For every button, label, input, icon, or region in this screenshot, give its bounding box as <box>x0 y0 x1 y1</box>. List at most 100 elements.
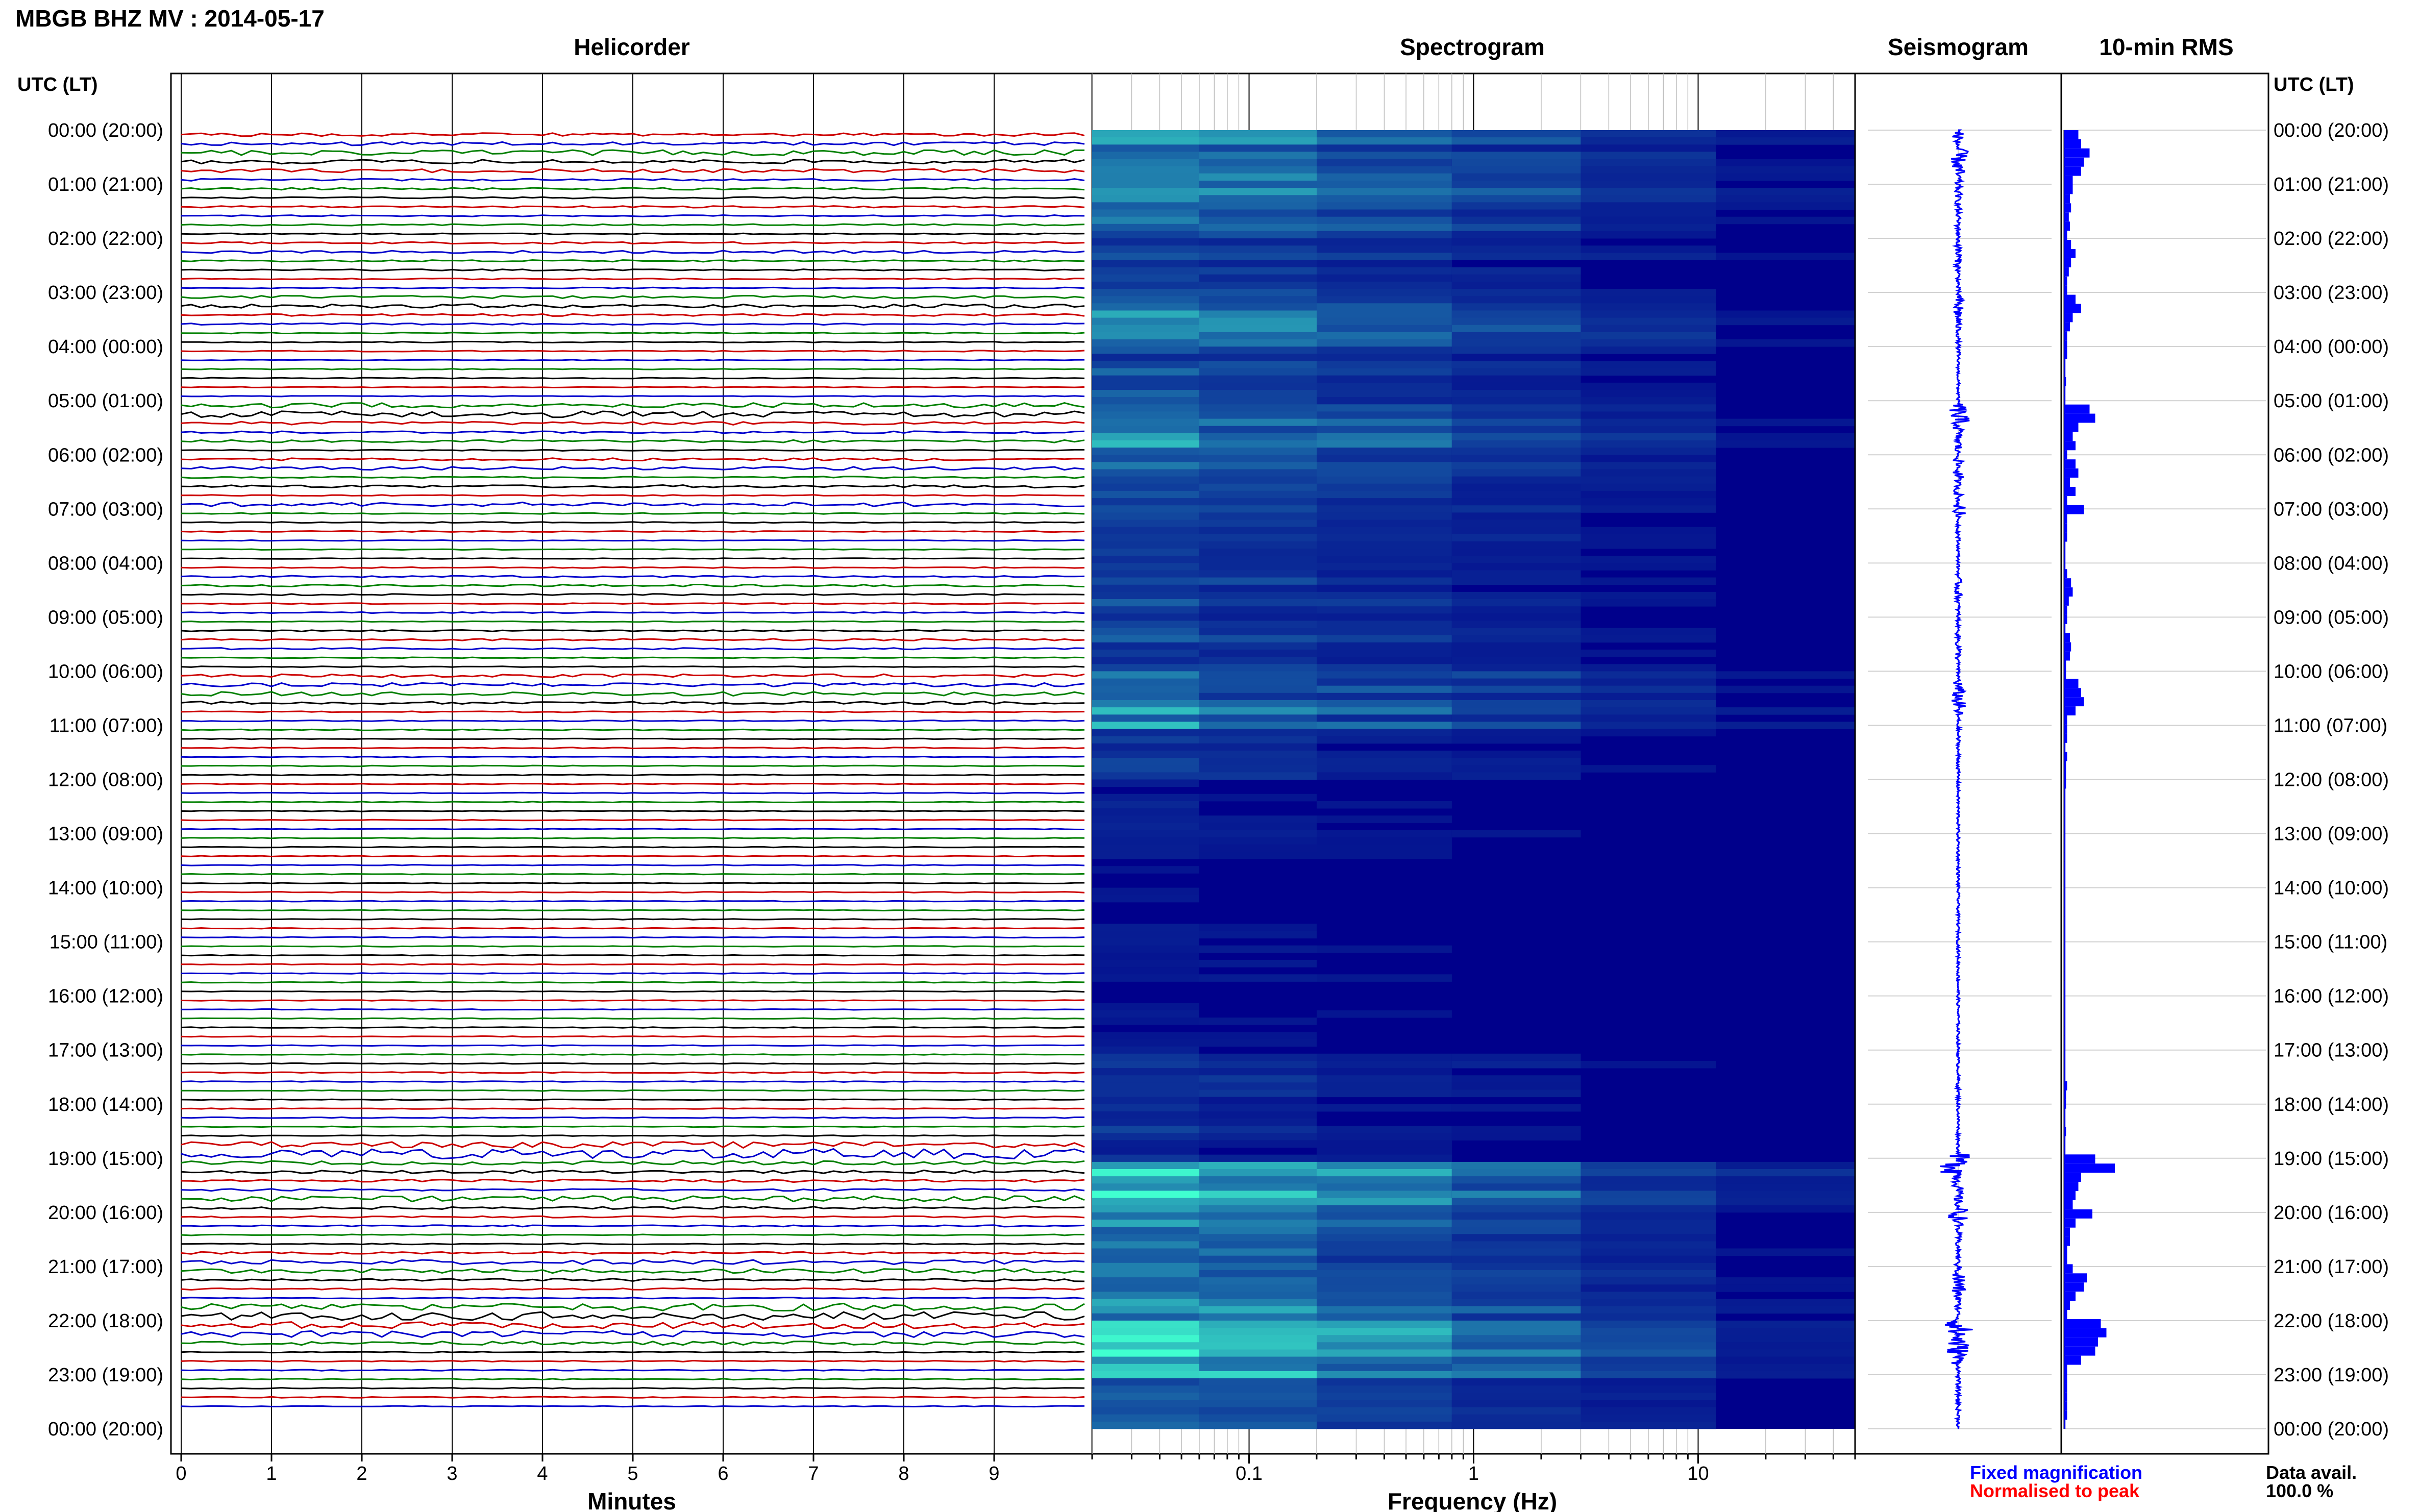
spectrogram-cell <box>1317 1306 1452 1314</box>
spectrogram-cell <box>1451 750 1581 758</box>
spectrogram-cell <box>1199 1068 1317 1076</box>
spectrogram-cell <box>1092 144 1199 152</box>
spectrogram-cell <box>1092 722 1199 729</box>
spectrogram-cell <box>1716 1356 1855 1365</box>
spectrogram-cell <box>1317 375 1452 383</box>
helicorder-trace <box>181 350 1085 353</box>
helicorder-traces <box>181 132 1085 1408</box>
rms-bar <box>2064 788 2066 798</box>
minute-tick-label: 4 <box>537 1463 548 1484</box>
spectrogram-cell <box>1092 541 1199 549</box>
spectrogram-cell <box>1317 621 1452 628</box>
y-tick-label-right: 00:00 (20:00) <box>2274 120 2389 141</box>
spectrogram-cell <box>1451 1126 1581 1133</box>
spectrogram-cell <box>1199 1191 1317 1198</box>
spectrogram-cell <box>1199 1385 1317 1393</box>
spectrogram-cell <box>1317 202 1452 210</box>
spectrogram-cell <box>1451 130 1581 138</box>
spectrogram-cell <box>1581 1400 1716 1407</box>
spectrogram-panel <box>1091 72 1856 1455</box>
y-tick-label-right: 23:00 (19:00) <box>2274 1365 2389 1386</box>
spectrogram-cell <box>1317 1082 1452 1090</box>
spectrogram-cell <box>1451 310 1581 318</box>
rms-bar <box>2064 148 2090 158</box>
spectrogram-cell <box>1451 1335 1581 1343</box>
spectrogram-cell <box>1199 534 1317 542</box>
spectrogram-cell <box>1199 599 1317 607</box>
spectrogram-cell <box>1199 317 1317 326</box>
spectrogram-cell <box>1317 722 1452 729</box>
rms-bar <box>2064 1374 2067 1383</box>
rms-bar <box>2064 495 2067 505</box>
spectrogram-cell <box>1451 700 1581 708</box>
y-tick-label-left: 12:00 (08:00) <box>48 770 163 791</box>
spectrogram-cell <box>1092 895 1199 903</box>
spectrogram-cell <box>1199 440 1317 448</box>
spectrogram-cell <box>1199 195 1317 203</box>
rms-bar <box>2064 240 2071 249</box>
spectrogram-cell <box>1581 1241 1716 1249</box>
spectrogram-cell <box>1092 700 1199 708</box>
spectrogram-cell <box>1199 606 1317 614</box>
rms-bar <box>2064 1081 2067 1090</box>
spectrogram-cell <box>1581 1227 1716 1234</box>
rms-bar <box>2064 597 2069 606</box>
spectrogram-cell <box>1199 1169 1317 1177</box>
spectrogram-cell <box>1716 166 1855 174</box>
spectrogram-cell <box>1092 1270 1199 1278</box>
spectrogram-cell <box>1317 1320 1452 1328</box>
y-tick-label-right: 11:00 (07:00) <box>2274 715 2387 736</box>
spectrogram-cell <box>1199 238 1317 246</box>
spectrogram-cell <box>1451 642 1581 650</box>
spectrogram-cell <box>1317 1364 1452 1372</box>
y-tick-label-right: 13:00 (09:00) <box>2274 824 2389 845</box>
helicorder-trace <box>181 1053 1084 1056</box>
spectrogram-cell <box>1092 1068 1199 1076</box>
rms-bar <box>2064 1310 2067 1319</box>
spectrogram-cell <box>1092 1421 1199 1429</box>
spectrogram-cell <box>1092 483 1199 491</box>
spectrogram-cell <box>1199 794 1317 802</box>
spectrogram-cell <box>1451 1161 1581 1170</box>
y-tick-label-left: 02:00 (22:00) <box>48 228 163 250</box>
helicorder-trace <box>181 755 1085 758</box>
spectrogram-cell <box>1092 325 1199 333</box>
spectrogram-cell <box>1199 281 1317 289</box>
rms-bar <box>2064 166 2081 176</box>
spectrogram-cell <box>1199 1299 1317 1307</box>
spectrogram-cell <box>1451 274 1581 282</box>
spectrogram-cell <box>1317 346 1452 354</box>
spectrogram-cell <box>1581 426 1716 434</box>
spectrogram-cell <box>1581 692 1716 701</box>
spectrogram-cell <box>1317 361 1452 368</box>
spectrogram-cell <box>1092 375 1199 383</box>
spectrogram-cell <box>1451 563 1581 571</box>
spectrogram-cell <box>1451 657 1581 664</box>
spectrogram-cell <box>1716 310 1855 318</box>
helicorder-trace <box>181 665 1085 668</box>
spectrogram-cell <box>1451 181 1581 188</box>
spectrogram-cell <box>1092 1018 1199 1025</box>
spectrogram-cell <box>1317 830 1452 838</box>
minute-tick-label: 0 <box>176 1463 186 1484</box>
spectrogram-cell <box>1199 216 1317 225</box>
spectrogram-cell <box>1451 1378 1581 1386</box>
spectrogram-cell <box>1451 599 1581 607</box>
y-tick-label-right: 18:00 (14:00) <box>2274 1094 2389 1116</box>
spectrogram-cell <box>1092 1003 1199 1011</box>
spectrogram-cell <box>1317 613 1452 621</box>
spectrogram-cell <box>1716 216 1855 225</box>
spectrogram-cell <box>1092 1385 1199 1393</box>
rms-bar <box>2064 715 2067 725</box>
y-tick-label-left: 04:00 (00:00) <box>48 336 163 358</box>
spectrogram-cell <box>1092 967 1199 975</box>
spectrogram-cell <box>1716 253 1855 260</box>
spectrogram-cell <box>1581 1364 1716 1372</box>
helicorder-trace <box>181 386 1085 389</box>
y-tick-label-left: 15:00 (11:00) <box>50 932 163 953</box>
y-tick-label-left: 11:00 (07:00) <box>50 715 163 736</box>
spectrogram-cell <box>1716 1169 1855 1177</box>
spectrogram-cell <box>1317 224 1452 232</box>
spectrogram-cell <box>1317 1342 1452 1350</box>
spectrogram-cell <box>1451 671 1581 679</box>
